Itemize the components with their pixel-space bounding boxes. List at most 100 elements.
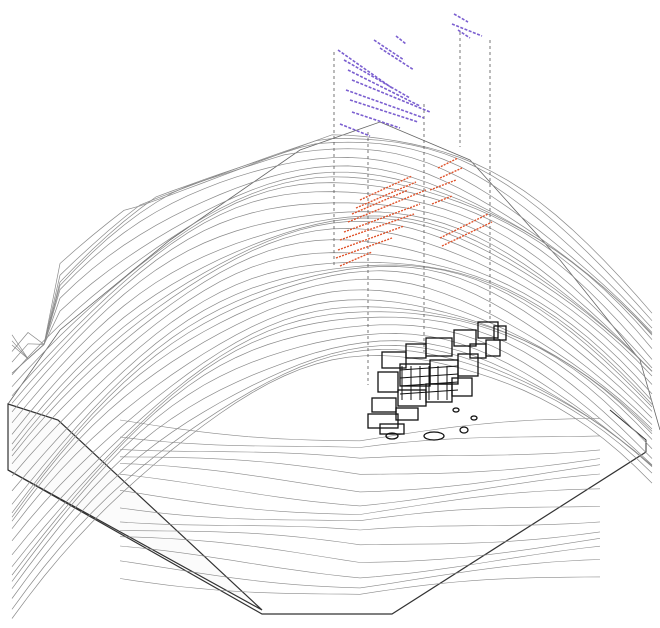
ruin-feature <box>452 407 460 413</box>
contour-line <box>119 545 601 579</box>
contour-line <box>11 333 653 582</box>
contour-line <box>11 228 653 451</box>
red-plan-stroke <box>439 213 489 239</box>
contour-line <box>11 355 653 619</box>
contour-line <box>11 340 653 589</box>
red-plan-stroke <box>337 225 405 251</box>
contour-line <box>11 176 653 376</box>
contour-line <box>11 182 653 387</box>
contour-line <box>11 138 653 374</box>
contour-line <box>119 536 601 563</box>
contour-line <box>11 324 653 576</box>
red-plan-stroke <box>347 189 427 223</box>
contour-line <box>11 264 653 492</box>
blue-plan-stroke <box>351 79 431 113</box>
contour-line <box>11 134 653 374</box>
contour-line <box>11 252 653 465</box>
blue-plan-stroke <box>345 89 425 119</box>
contour-line <box>119 473 601 507</box>
contour-line <box>11 211 653 413</box>
ruin-room <box>451 377 473 397</box>
ruin-room <box>425 337 453 357</box>
ruin-feature <box>385 432 399 440</box>
ruin-plan-layer <box>367 321 507 441</box>
red-plan-stroke <box>441 221 493 247</box>
contour-line <box>11 239 653 457</box>
blue-plan-stroke <box>343 59 411 99</box>
contour-line <box>11 266 653 505</box>
contour-line <box>119 418 601 442</box>
contour-line <box>11 289 653 522</box>
contour-line <box>119 463 601 493</box>
blue-plan-stroke <box>453 13 469 23</box>
red-plan-stroke <box>339 251 373 267</box>
contour-line <box>11 202 653 404</box>
red-plan-stroke <box>439 167 463 179</box>
blue-plan-stroke <box>347 69 421 107</box>
ruin-room <box>379 423 405 435</box>
contour-line <box>119 488 601 515</box>
contour-line <box>11 141 653 360</box>
red-plan-stroke <box>335 237 393 259</box>
blue-plan-layer <box>337 13 483 137</box>
contour-line <box>11 165 653 352</box>
contour-line <box>119 435 601 448</box>
ruin-room <box>425 383 453 403</box>
block-front-edge <box>7 451 647 615</box>
red-plan-stroke <box>343 203 421 233</box>
ruin-feature <box>459 426 469 434</box>
contour-line <box>11 316 653 567</box>
red-plan-stroke <box>339 213 415 241</box>
ruin-wall <box>399 365 459 371</box>
ruin-feature <box>470 415 478 421</box>
ruin-wall <box>399 389 459 395</box>
contour-line <box>11 278 653 518</box>
blue-plan-stroke <box>379 47 415 71</box>
block-right-edge <box>609 409 647 452</box>
blue-plan-stroke <box>337 49 393 89</box>
ruin-room <box>453 329 477 347</box>
contour-line <box>11 217 653 435</box>
contour-line <box>11 215 653 424</box>
red-plan-stroke <box>355 181 417 209</box>
contour-line <box>119 559 601 589</box>
ruin-wall <box>399 373 459 379</box>
blue-plan-stroke <box>349 99 419 123</box>
ruin-room <box>399 363 431 387</box>
contour-line <box>119 530 601 546</box>
ruin-room <box>477 321 499 339</box>
blue-plan-stroke <box>457 29 471 39</box>
contour-line <box>11 171 653 363</box>
ruin-room <box>457 353 479 377</box>
contour-line <box>119 576 601 595</box>
block-left-face <box>7 403 263 611</box>
contour-line <box>11 306 653 542</box>
contour-line <box>11 191 653 397</box>
blue-plan-stroke <box>339 123 371 137</box>
ruin-room <box>381 351 407 369</box>
contour-line <box>11 345 653 599</box>
red-plan-stroke <box>351 189 409 215</box>
red-plan-stroke <box>437 157 459 169</box>
contour-line <box>119 449 601 459</box>
contour-line <box>119 456 601 475</box>
blue-plan-stroke <box>351 111 401 129</box>
contour-line <box>11 311 653 556</box>
ruin-wall <box>399 381 459 387</box>
ruin-room <box>395 407 419 421</box>
red-plan-stroke <box>429 179 457 191</box>
projection-lines <box>333 32 491 385</box>
blue-plan-stroke <box>373 39 405 61</box>
ruin-room <box>485 339 501 357</box>
ruin-room <box>371 397 397 413</box>
ruin-feature <box>423 431 445 441</box>
contour-line <box>11 148 653 360</box>
contour-line <box>11 299 653 529</box>
blue-plan-stroke <box>451 23 483 37</box>
ruin-room <box>367 413 399 429</box>
contour-line <box>11 220 653 445</box>
contour-line <box>119 506 601 522</box>
ruin-room <box>429 359 459 385</box>
